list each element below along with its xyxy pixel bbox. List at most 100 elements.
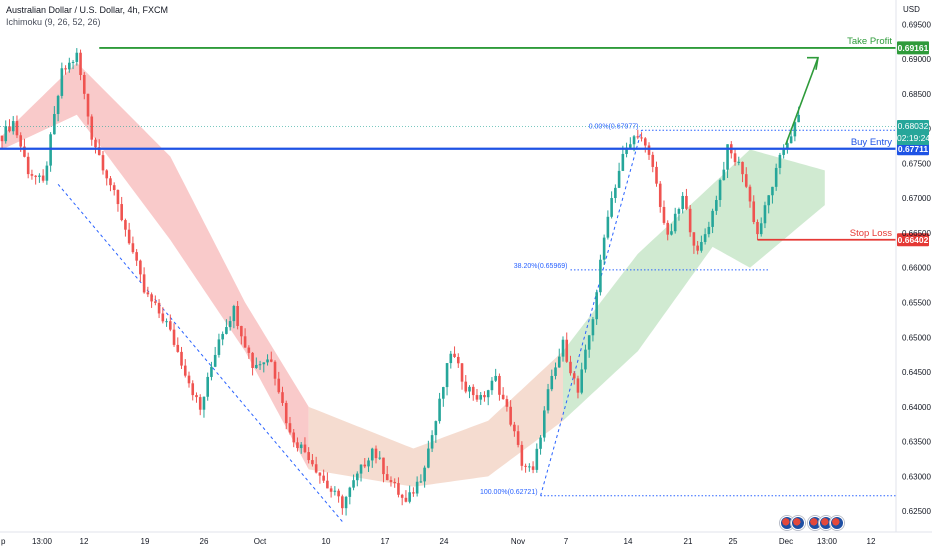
candle-body [322,475,325,481]
candle-body [30,174,34,176]
candle [397,477,400,498]
candle-body [793,122,797,137]
candle-body [101,155,105,171]
candle-body [79,52,82,76]
candle-body [0,135,4,142]
economic-events[interactable] [780,516,844,535]
candle-body [419,481,423,483]
candle [569,355,572,376]
candle [614,184,617,203]
countdown-label: 02:19:24 [897,133,931,144]
candle-body [599,259,602,293]
time-tick-label: 25 [729,537,738,546]
candle [292,428,296,448]
candle [277,371,281,394]
candle [438,392,441,424]
candle-body [221,333,224,340]
candle [419,474,423,483]
cloud-segment-bullish [563,149,825,421]
time-tick-label: Nov [511,537,525,546]
candle-body [370,448,374,461]
time-tick-label: 21 [684,537,693,546]
candle [539,435,542,455]
candle [341,494,344,515]
price-tick-label: 0.69500 [902,20,931,29]
us-flag-icon[interactable] [791,516,805,530]
candle [748,184,752,208]
candle [733,148,737,166]
current-price-tag: 0.68032 02:19:24 [897,120,931,146]
candle-body [348,487,352,497]
candle-body [449,353,453,364]
candle [703,228,707,245]
candle [584,344,587,373]
chart-title: Australian Dollar / U.S. Dollar, 4h, FXC… [6,5,169,15]
candle-body [157,302,161,314]
candle-body [789,136,793,144]
candle-body [670,231,673,235]
candle-body [225,327,228,334]
candle [363,458,367,469]
candle [442,386,445,407]
candle-body [516,431,520,445]
candle [513,421,516,437]
candle [75,48,79,66]
candle-body [427,448,430,468]
candle-body [475,395,479,400]
candle [348,486,352,505]
candle-body [400,494,404,498]
time-tick-label: Dec [779,537,793,546]
price-tick-label: 0.65500 [902,299,931,308]
candle-body [606,216,610,238]
us-flag-icon[interactable] [830,516,844,530]
price-tick-label: 0.68500 [902,90,931,99]
candle-body [520,444,524,466]
time-tick-label: 12 [867,537,876,546]
candle-body [292,432,296,443]
candle-body [557,356,561,368]
price-tick-label: 0.65000 [902,333,931,342]
candle [434,420,438,443]
fib-level-label: 100.00%(0.62721) [480,489,538,496]
candle [176,337,180,353]
candle [580,362,583,395]
candle [640,132,643,142]
candle [722,161,726,181]
candle [382,457,385,483]
candle-body [442,387,445,399]
candle-body [53,114,56,135]
candle-body [82,75,86,94]
candle [105,169,109,186]
candle-body [759,223,763,235]
indicator-legend[interactable]: Ichimoku (9, 26, 52, 26) [6,17,101,27]
candle [483,391,486,402]
candle [86,93,90,125]
candle-body [576,378,580,393]
level-label: Stop Loss [850,228,892,239]
candle [169,314,172,332]
candle [643,137,647,153]
candle-body [8,126,11,132]
projection-arrowhead [807,56,819,70]
candle [486,389,490,406]
candle [255,357,258,369]
candle-body [150,294,153,302]
candle-body [124,220,127,230]
candle [97,139,101,156]
candle-body [86,93,90,117]
candle [150,292,153,308]
fibonacci-retracement: 0.00%(0.67977) 38.20%(0.65969) 100.00%(0.6… [57,123,896,522]
candle [471,384,475,401]
candle-body [501,394,505,400]
candle [550,369,554,392]
candle-body [782,148,785,155]
candle [711,208,714,234]
candle [318,472,322,484]
candle-body [41,175,45,181]
candle-body [191,383,195,396]
candle [206,372,209,401]
candle-body [397,483,400,495]
candle-body [696,245,699,251]
candle [258,360,262,370]
